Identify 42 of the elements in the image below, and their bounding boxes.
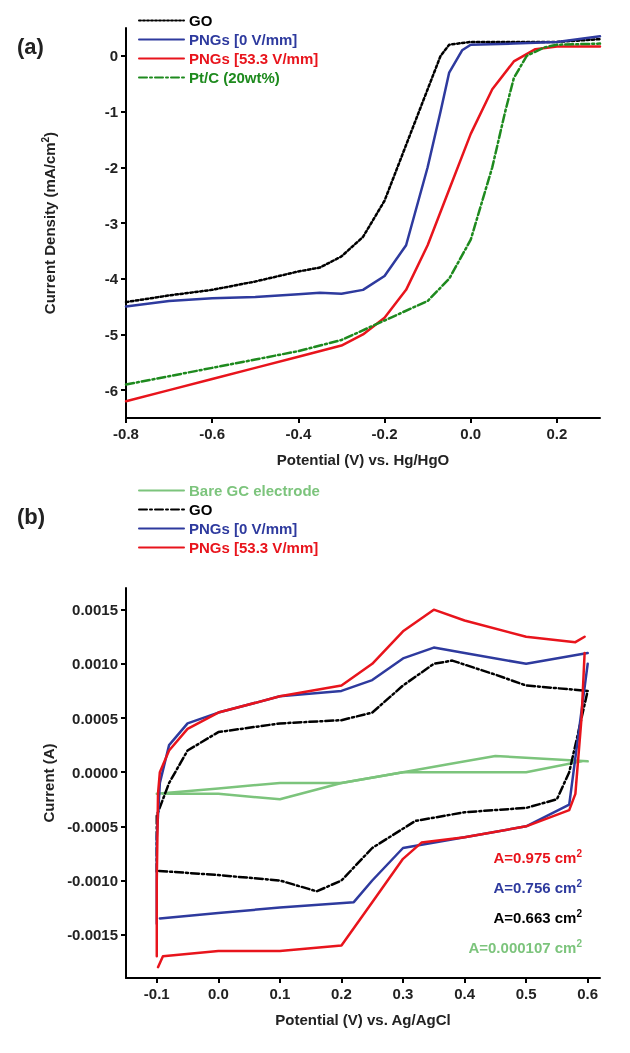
x-tick-label: -0.2 xyxy=(371,425,398,442)
y-tick-label: -6 xyxy=(104,381,118,399)
y-tick-label: 0.0015 xyxy=(72,601,118,619)
y-tick-label: -4 xyxy=(104,270,119,288)
legend-label: Bare GC electrode xyxy=(189,482,320,499)
chart-title: (a) xyxy=(17,33,44,59)
x-tick-label: -0.8 xyxy=(113,425,139,442)
x-tick-label: 0.2 xyxy=(546,425,568,442)
x-axis-title: Potential (V) vs. Ag/AgCl xyxy=(275,1011,451,1028)
x-tick-label: 0.0 xyxy=(460,425,482,442)
x-tick-label: -0.4 xyxy=(285,425,312,442)
legend-label: PNGs [53.3 V/mm] xyxy=(189,50,319,67)
x-axis-title: Potential (V) vs. Hg/HgO xyxy=(276,451,450,468)
x-tick-label: 0.3 xyxy=(392,985,414,1002)
x-tick-label: 0.5 xyxy=(515,985,537,1002)
x-tick-label: 0.6 xyxy=(577,985,599,1002)
x-tick-label: -0.1 xyxy=(143,985,170,1002)
y-axis-title: Current Density (mA/cm2) xyxy=(39,131,58,315)
y-tick-label: 0 xyxy=(109,47,118,65)
legend-label: GO xyxy=(189,501,213,518)
legend-label: GO xyxy=(189,12,213,29)
x-tick-label: 0.2 xyxy=(331,985,352,1002)
y-tick-label: -0.0005 xyxy=(67,817,118,835)
chart-title: (b) xyxy=(17,503,46,529)
y-tick-label: -0.0010 xyxy=(67,872,118,889)
y-tick-label: -2 xyxy=(104,158,118,176)
legend-label: Pt/C (20wt%) xyxy=(189,69,280,86)
y-tick-label: 0.0010 xyxy=(72,655,118,673)
x-tick-label: 0.0 xyxy=(207,985,229,1002)
legend-label: PNGs [53.3 V/mm] xyxy=(189,539,319,556)
y-tick-label: -5 xyxy=(104,325,118,343)
y-tick-label: -3 xyxy=(104,214,118,232)
y-tick-label: 0.0000 xyxy=(72,763,118,781)
legend-label: PNGs [0 V/mm] xyxy=(189,31,298,48)
x-tick-label: 0.1 xyxy=(269,985,291,1002)
y-tick-label: -0.0015 xyxy=(67,926,118,944)
y-axis-title: Current (A) xyxy=(40,743,58,823)
x-tick-label: -0.6 xyxy=(199,425,226,442)
x-tick-label: 0.4 xyxy=(454,985,476,1002)
legend-label: PNGs [0 V/mm] xyxy=(189,520,298,537)
y-tick-label: -1 xyxy=(104,103,118,121)
y-tick-label: 0.0005 xyxy=(72,709,118,727)
